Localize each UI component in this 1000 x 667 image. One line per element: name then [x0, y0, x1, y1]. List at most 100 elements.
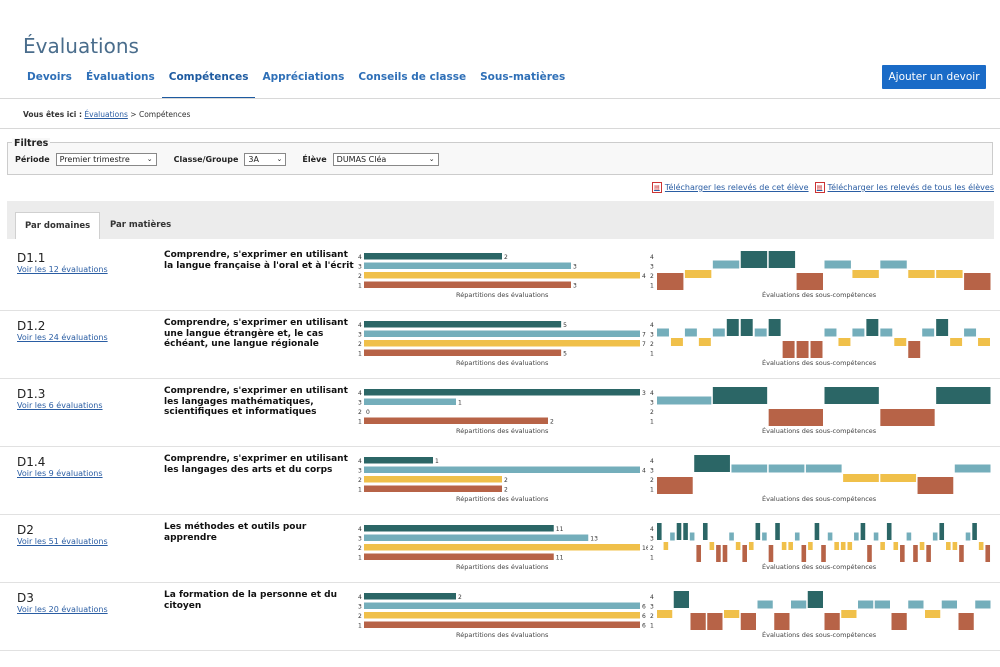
periode-select[interactable]: Premier trimestre ⌄ — [55, 153, 157, 166]
domain-evaluations-link[interactable]: Voir les 24 évaluations — [17, 333, 108, 342]
sous-competences-chart: 4 3 2 1 — [650, 455, 991, 494]
domain-evaluations-link[interactable]: Voir les 12 évaluations — [17, 265, 108, 274]
sous-competence-mark — [709, 542, 715, 550]
level-tick-label: 4 — [358, 254, 362, 261]
domain-title: Comprendre, s'exprimer en utilisant les … — [164, 454, 348, 475]
level-tick-label: 4 — [650, 322, 654, 329]
level-tick-label: 2 — [650, 409, 654, 416]
tab-sous-matieres[interactable]: Sous-matières — [480, 71, 566, 83]
sous-competence-mark — [724, 610, 740, 618]
sous-competence-mark — [908, 270, 935, 278]
sous-competence-mark — [932, 532, 938, 541]
level-tick-label: 1 — [650, 283, 654, 290]
download-student-link[interactable]: ▤ Télécharger les relevés de cet élève — [651, 182, 809, 193]
add-devoir-button[interactable]: Ajouter un devoir — [882, 65, 986, 89]
sous-competence-mark — [886, 523, 892, 540]
sous-competence-mark — [936, 387, 991, 404]
sous-competence-mark — [684, 328, 697, 337]
sous-competence-mark — [854, 532, 859, 541]
tab-competences[interactable]: Compétences — [161, 66, 256, 99]
repartition-value-label: 11 — [556, 555, 564, 562]
sous-competence-mark — [840, 542, 846, 550]
tab-devoirs[interactable]: Devoirs — [27, 71, 72, 83]
domain-row: D1.3 Voir les 6 évaluations Comprendre, s'… — [0, 379, 1000, 447]
repartition-value-label: 3 — [573, 264, 577, 271]
repartition-bar — [364, 457, 433, 464]
sous-competence-mark — [867, 545, 872, 562]
subtab-par-matieres[interactable]: Par matières — [110, 220, 172, 230]
sous-competences-caption: Évaluations des sous-compétences — [762, 495, 877, 503]
tab-appreciations[interactable]: Appréciations — [262, 71, 345, 83]
sous-competence-mark — [794, 532, 800, 541]
repartition-caption: Répartitions des évaluations — [456, 359, 549, 367]
sous-competence-mark — [657, 523, 662, 540]
tab-evaluations[interactable]: Évaluations — [85, 71, 155, 83]
sous-competence-mark — [908, 600, 924, 609]
sous-competence-mark — [972, 523, 977, 540]
repartition-bar — [364, 621, 640, 628]
sous-competence-mark — [880, 328, 893, 337]
classe-select[interactable]: 3A ⌄ — [244, 153, 287, 166]
sous-competence-mark — [941, 600, 957, 609]
sous-competence-mark — [965, 532, 971, 541]
repartition-chart: 4 113 132 161 11 — [358, 525, 648, 562]
eleve-select[interactable]: DUMAS Cléa ⌄ — [332, 153, 439, 166]
level-tick-label: 3 — [358, 332, 362, 339]
sous-competence-mark — [801, 545, 807, 562]
domain-evaluations-link[interactable]: Voir les 6 évaluations — [17, 401, 103, 410]
download-all-link[interactable]: ▤ Télécharger les relevés de tous les élè… — [814, 182, 994, 193]
sous-competence-mark — [866, 319, 879, 336]
sous-competence-mark — [975, 600, 991, 609]
sous-competence-mark — [808, 542, 813, 550]
level-tick-label: 4 — [358, 390, 362, 397]
domain-code: D1.2 — [17, 319, 46, 333]
sous-competence-mark — [657, 273, 684, 290]
repartition-value-label: 3 — [642, 390, 646, 397]
level-tick-label: 4 — [650, 526, 654, 533]
sous-competences-caption: Évaluations des sous-compétences — [762, 427, 877, 435]
repartition-value-label: 0 — [366, 409, 370, 416]
repartition-bar — [364, 321, 562, 328]
subtab-par-domaines[interactable]: Par domaines — [15, 212, 101, 239]
sous-competences-caption: Évaluations des sous-compétences — [762, 563, 877, 571]
divider — [0, 128, 1000, 129]
sous-competence-mark — [978, 338, 990, 346]
sous-competences-chart: 4 3 2 1 — [650, 523, 991, 562]
sous-competences-chart: 4 3 2 1 — [650, 591, 991, 630]
sous-competence-mark — [880, 542, 885, 550]
sous-competence-mark — [716, 545, 721, 562]
sous-competence-mark — [670, 338, 683, 346]
breadcrumb-prefix: Vous êtes ici : — [23, 110, 82, 119]
repartition-value-label: 13 — [590, 536, 598, 543]
repartition-bar — [364, 398, 456, 405]
repartition-value-label: 2 — [458, 594, 462, 601]
domain-evaluations-link[interactable]: Voir les 51 évaluations — [17, 537, 108, 546]
sous-competence-mark — [847, 542, 853, 550]
level-tick-label: 1 — [650, 555, 654, 562]
repartition-bar — [364, 544, 640, 551]
level-tick-label: 1 — [650, 487, 654, 494]
sous-competence-mark — [712, 387, 768, 404]
sous-competence-mark — [978, 542, 984, 550]
repartition-bar — [364, 349, 562, 356]
periode-label: Période — [15, 155, 50, 164]
repartition-bar — [364, 272, 640, 279]
domain-evaluations-link[interactable]: Voir les 20 évaluations — [17, 605, 108, 614]
level-tick-label: 1 — [650, 419, 654, 426]
sous-competence-mark — [939, 523, 945, 540]
sous-competences-chart: 4 3 2 1 — [650, 387, 991, 426]
sous-competence-mark — [852, 270, 879, 278]
sous-competence-mark — [768, 319, 781, 336]
repartition-bar — [364, 340, 640, 347]
tab-conseils-de-classe[interactable]: Conseils de classe — [358, 71, 467, 83]
breadcrumb-separator: > — [130, 110, 137, 119]
breadcrumb-link-evaluations[interactable]: Évaluations — [84, 110, 128, 119]
level-tick-label: 3 — [650, 604, 654, 611]
chevron-down-icon: ⌄ — [276, 155, 283, 163]
domain-evaluations-link[interactable]: Voir les 9 évaluations — [17, 469, 103, 478]
sous-competence-mark — [673, 591, 689, 608]
filters-legend: Filtres — [12, 138, 51, 149]
sous-competence-mark — [985, 545, 991, 562]
level-tick-label: 2 — [358, 341, 362, 348]
sous-competence-mark — [906, 532, 912, 541]
